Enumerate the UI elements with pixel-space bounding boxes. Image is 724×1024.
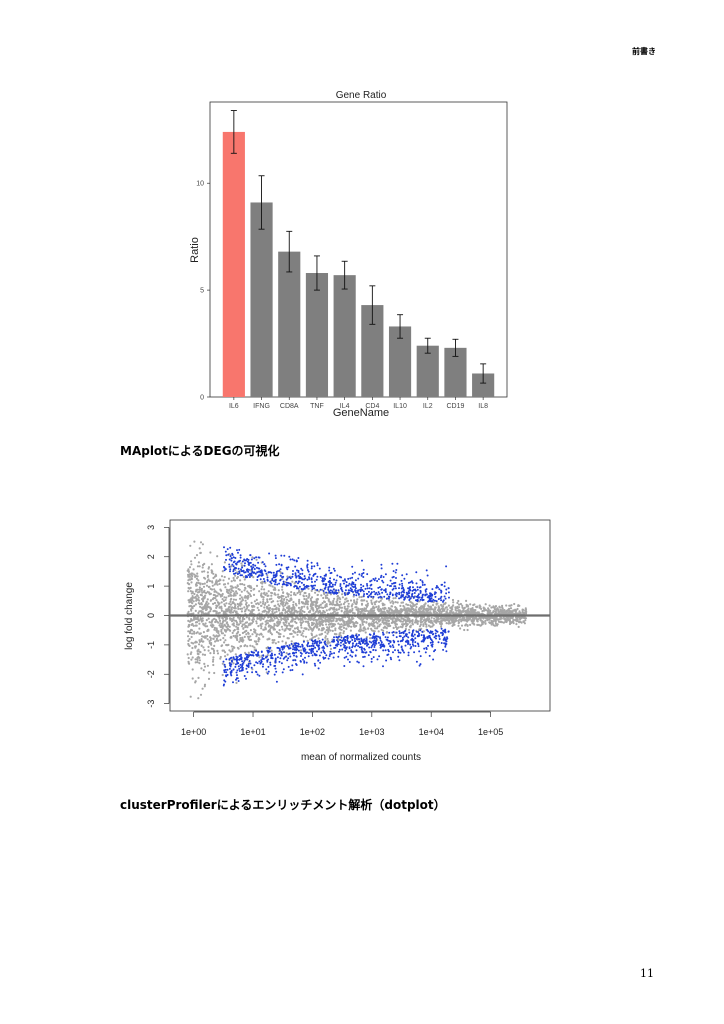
ma-axis: 1e+00 1e+01 1e+02 1e+03 1e+04 1e+05 -3 -2 -1 0 1 2 3 xyxy=(146,525,503,737)
error-bar-il6 xyxy=(230,110,237,154)
section-heading-maplot: MAplotによるDEGの可視化 xyxy=(120,444,280,458)
bar-cd4 xyxy=(361,305,384,397)
bar-ifng xyxy=(250,202,273,397)
gene-ratio-bar-chart: Gene Ratio IL6 IFNG CD8A TNF IL4 CD4 IL10 IL2 CD… xyxy=(189,90,508,419)
bar-il2 xyxy=(416,345,439,397)
x-tick-label: CD19 xyxy=(446,403,464,410)
ma-plot: 1e+00 1e+01 1e+02 1e+03 1e+04 1e+05 -3 -2 -1 0 1 2 3… xyxy=(124,519,551,763)
error-bar-il10 xyxy=(397,314,404,339)
x-tick-label: IL10 xyxy=(393,403,407,410)
y-tick-label: 10 xyxy=(196,181,204,188)
y-tick-label: -3 xyxy=(146,700,156,708)
page-number: 11 xyxy=(640,967,654,980)
x-tick-label: 1e+05 xyxy=(478,727,503,737)
bar-axis: IL6 IFNG CD8A TNF IL4 CD4 IL10 IL2 CD19 IL8 0 5 10 xyxy=(196,181,488,410)
x-tick-label: 1e+02 xyxy=(300,727,325,737)
x-tick-label: 1e+00 xyxy=(181,727,206,737)
y-tick-label: -2 xyxy=(146,670,156,678)
y-tick-label: 1 xyxy=(146,584,156,589)
error-bar-cd8a xyxy=(286,230,293,273)
non-significant-points xyxy=(186,540,528,700)
error-bar-il4 xyxy=(341,260,348,290)
x-tick-label: IL6 xyxy=(229,403,239,410)
error-bar-il2 xyxy=(424,337,431,354)
y-axis-title: log fold change xyxy=(124,582,135,650)
bar-il8 xyxy=(472,373,495,397)
y-tick-label: 2 xyxy=(146,554,156,559)
x-tick-label: TNF xyxy=(310,403,324,410)
bar-tnf xyxy=(305,273,329,397)
error-bar-ifng xyxy=(258,175,265,230)
error-bar-cd19 xyxy=(452,338,459,357)
significant-points xyxy=(222,546,450,687)
x-tick-label: 1e+03 xyxy=(359,727,384,737)
x-tick-label: IL8 xyxy=(478,403,488,410)
x-tick-label: IFNG xyxy=(253,403,270,410)
plot-panel-border xyxy=(209,101,508,398)
x-axis-title: GeneName xyxy=(333,407,389,419)
y-tick-label: 0 xyxy=(146,613,156,618)
y-tick-label: 3 xyxy=(146,525,156,530)
error-bar-tnf xyxy=(313,255,320,291)
bar-cd19 xyxy=(444,347,467,397)
x-tick-label: 1e+04 xyxy=(419,727,444,737)
x-tick-label: 1e+01 xyxy=(240,727,265,737)
error-bar-il8 xyxy=(480,363,487,384)
chart-title: Gene Ratio xyxy=(336,90,387,101)
error-bar-cd4 xyxy=(369,285,376,325)
bar-il6 xyxy=(222,131,245,397)
x-axis-title: mean of normalized counts xyxy=(301,752,421,763)
ma-point-layer xyxy=(170,540,550,700)
running-header: 前書き xyxy=(632,47,656,56)
bar-layer xyxy=(222,110,495,397)
x-tick-label: CD8A xyxy=(280,403,299,410)
y-axis-title: Ratio xyxy=(189,237,201,263)
x-tick-label: IL2 xyxy=(423,403,433,410)
bar-il10 xyxy=(388,326,412,397)
y-tick-label: 5 xyxy=(200,288,204,295)
section-heading-dotplot: clusterProfilerによるエンリッチメント解析（dotplot） xyxy=(120,798,446,812)
y-tick-label: -1 xyxy=(146,641,156,649)
x-tick-label: CD4 xyxy=(365,403,379,410)
bar-il4 xyxy=(333,275,356,397)
y-tick-label: 0 xyxy=(200,395,204,402)
bar-cd8a xyxy=(278,251,301,397)
x-tick-label: IL4 xyxy=(340,403,350,410)
